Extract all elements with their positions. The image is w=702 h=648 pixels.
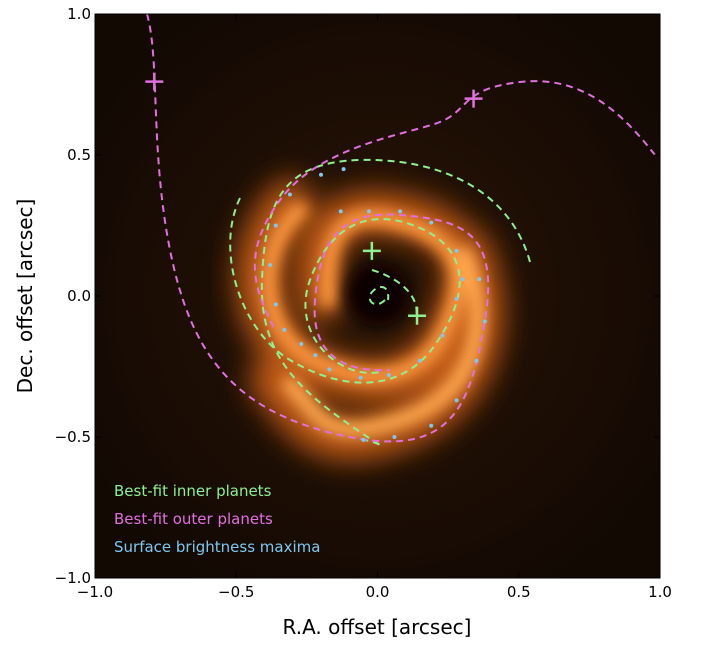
- y-tick-label: 0.0: [67, 287, 91, 305]
- planet-marker: [408, 306, 427, 325]
- brightness-maximum: [454, 296, 459, 301]
- y-tick-label: 0.5: [67, 146, 91, 164]
- y-tick-label: 1.0: [67, 5, 91, 23]
- brightness-maximum: [361, 437, 366, 442]
- planet-marker: [464, 89, 483, 108]
- x-axis-label: R.A. offset [arcsec]: [283, 615, 472, 639]
- brightness-maximum: [454, 248, 459, 253]
- brightness-maximum: [454, 398, 459, 403]
- legend-entry: Surface brightness maxima: [114, 538, 320, 556]
- y-axis-label: Dec. offset [arcsec]: [13, 199, 37, 394]
- brightness-maximum: [287, 192, 292, 197]
- image: [95, 14, 660, 578]
- y-tick-label: −1.0: [55, 569, 91, 587]
- brightness-maximum: [392, 435, 397, 439]
- brightness-maximum: [273, 223, 278, 228]
- brightness-maximum: [299, 341, 304, 346]
- brightness-maximum: [367, 209, 372, 214]
- brightness-maximum: [429, 220, 434, 225]
- x-tick-label: −0.5: [218, 583, 254, 601]
- x-tick-label: 0.5: [507, 583, 531, 601]
- brightness-maximum: [327, 367, 332, 372]
- brightness-maximum: [341, 167, 346, 172]
- brightness-maximum: [273, 302, 278, 307]
- brightness-maximum: [474, 358, 479, 363]
- brightness-maximum: [319, 172, 323, 177]
- brightness-maximum: [460, 277, 465, 282]
- legend-entry: Best-fit outer planets: [114, 510, 273, 528]
- legend-entry: Best-fit inner planets: [114, 482, 272, 500]
- brightness-maximum: [398, 209, 403, 214]
- brightness-maximum: [429, 423, 434, 428]
- brightness-maximum: [477, 277, 482, 282]
- x-tick-label: 1.0: [648, 583, 672, 601]
- x-tick-label: −1.0: [77, 583, 113, 601]
- brightness-maximum: [282, 327, 287, 332]
- y-tick-label: −0.5: [55, 428, 91, 446]
- planet-marker: [145, 72, 164, 91]
- x-tick-label: 0.0: [366, 583, 390, 601]
- planet-marker: [362, 241, 381, 260]
- brightness-maximum: [338, 209, 343, 214]
- brightness-maximum: [313, 353, 318, 358]
- brightness-maximum: [268, 262, 273, 267]
- brightness-maximum: [358, 375, 363, 380]
- brightness-maximum: [482, 319, 487, 324]
- brightness-maximum: [440, 333, 445, 338]
- brightness-maximum: [386, 372, 391, 377]
- brightness-maximum: [417, 358, 422, 363]
